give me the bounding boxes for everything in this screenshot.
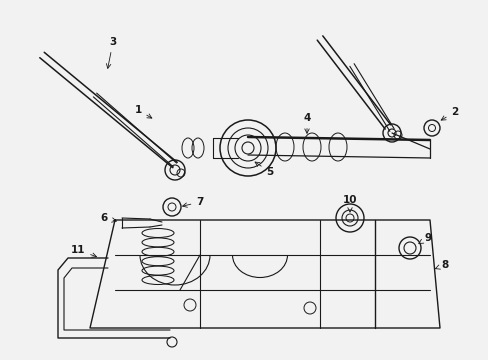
Text: 5: 5 (255, 162, 273, 177)
Text: 6: 6 (100, 213, 116, 223)
Text: 4: 4 (303, 113, 310, 133)
Text: 10: 10 (342, 195, 357, 212)
Text: 1: 1 (134, 105, 151, 118)
Text: 8: 8 (434, 260, 447, 270)
Text: 7: 7 (182, 197, 203, 207)
Text: 9: 9 (418, 233, 431, 244)
Text: 3: 3 (106, 37, 116, 68)
Text: 11: 11 (71, 245, 96, 257)
Text: 2: 2 (440, 107, 458, 120)
